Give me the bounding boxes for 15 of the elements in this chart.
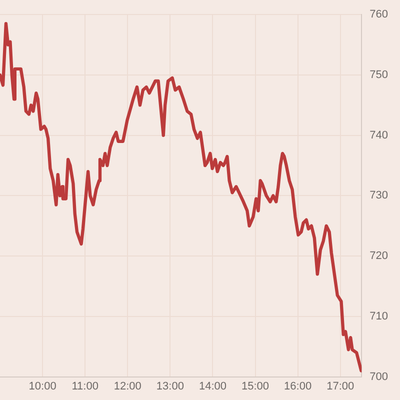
y-tick-label: 730: [370, 190, 388, 202]
x-tick-label: 10:00: [28, 380, 56, 392]
x-tick-label: 14:00: [198, 380, 226, 392]
x-tick-label: 16:00: [284, 380, 312, 392]
x-tick-label: 11:00: [72, 380, 98, 392]
y-tick-label: 750: [370, 69, 388, 81]
y-tick-label: 710: [370, 310, 388, 322]
x-tick-label: 17:00: [326, 380, 354, 392]
y-tick-label: 740: [370, 129, 388, 142]
y-tick-label: 760: [370, 8, 388, 21]
x-tick-label: 12:00: [114, 380, 142, 392]
y-tick-label: 700: [370, 370, 388, 383]
x-tick-label: 13:00: [156, 380, 184, 392]
x-tick-label: 15:00: [242, 380, 270, 392]
y-tick-label: 720: [370, 250, 388, 262]
